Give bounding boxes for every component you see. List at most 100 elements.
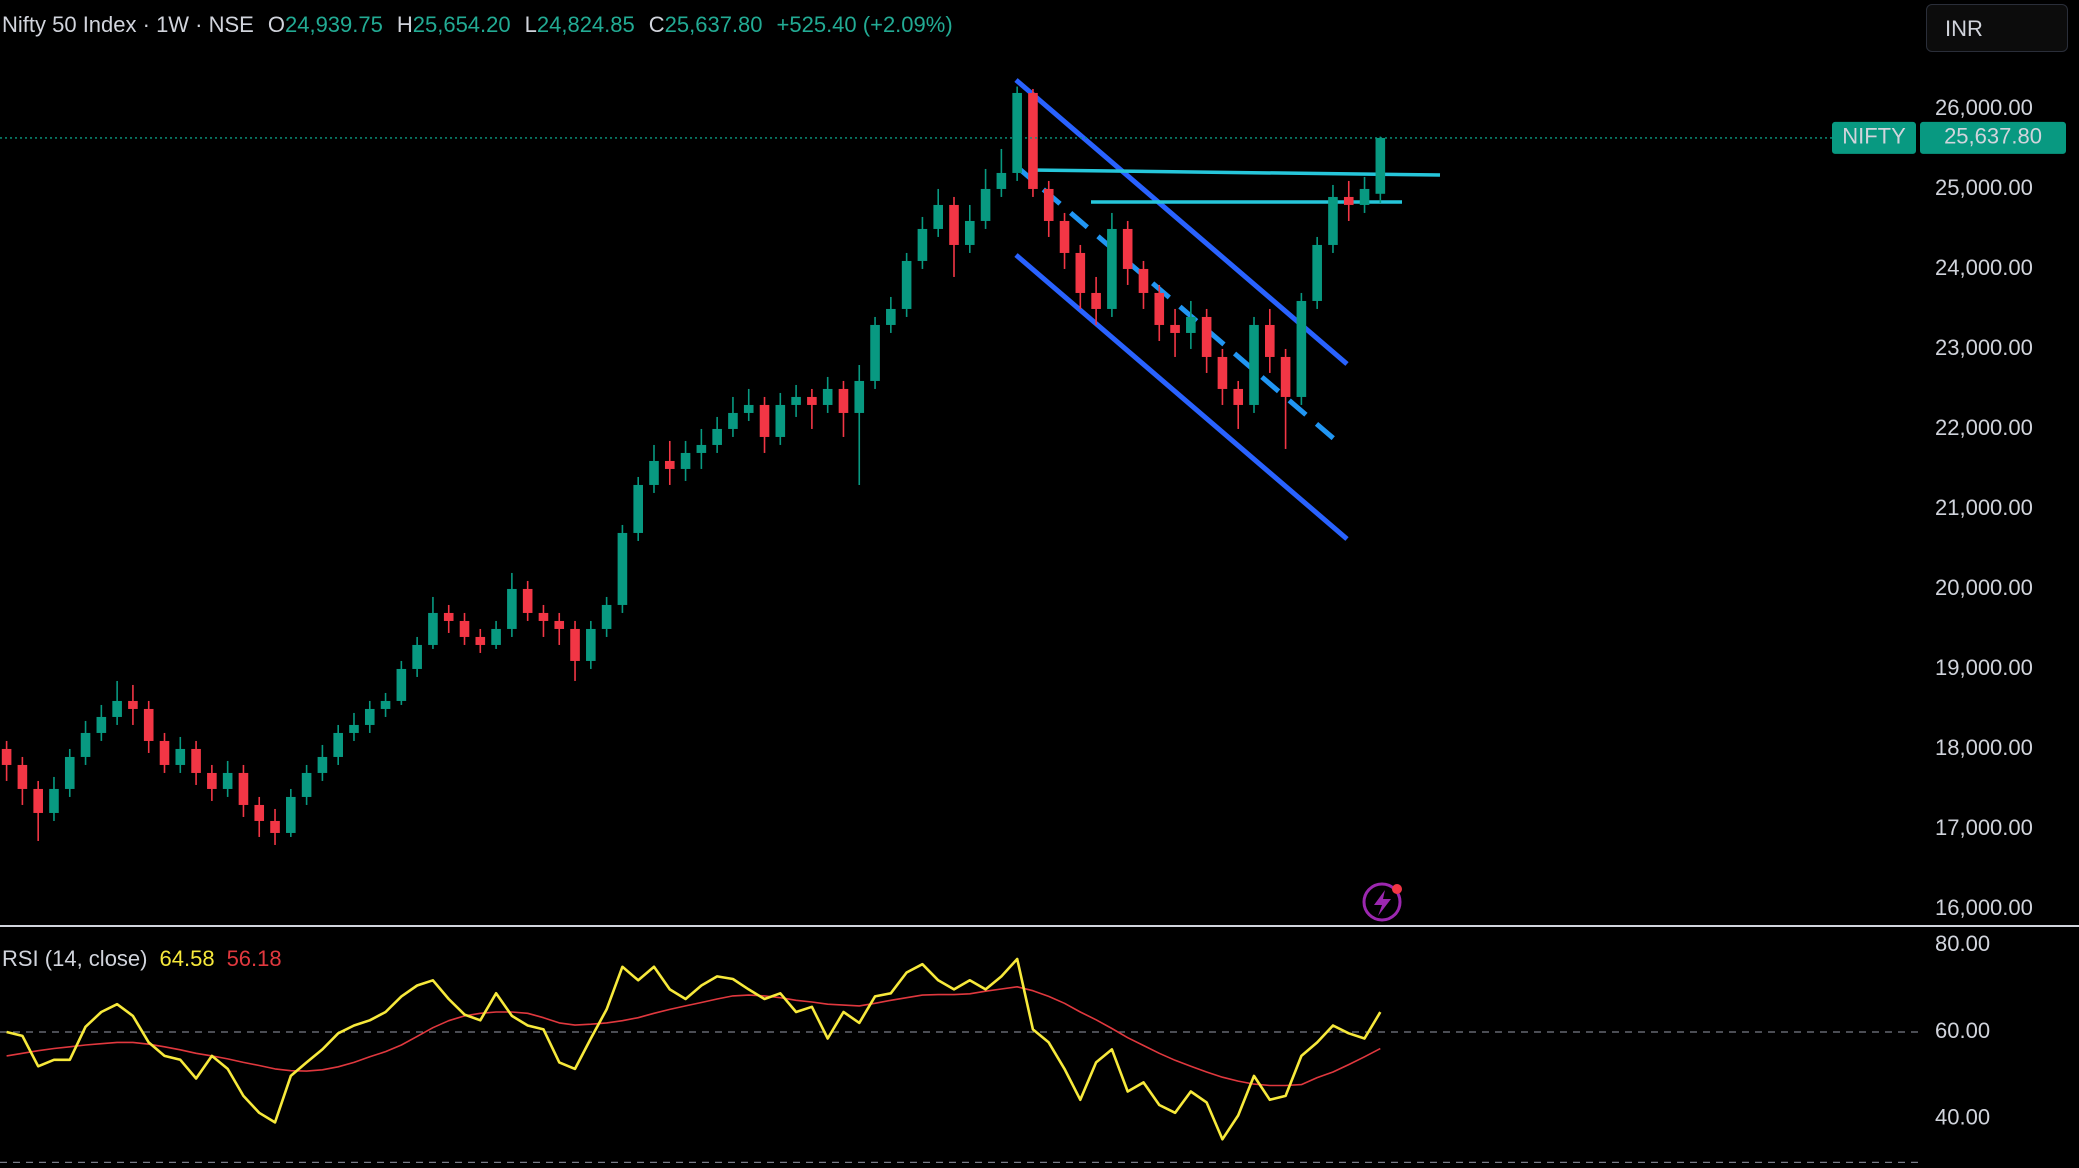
candle-body	[791, 396, 801, 405]
candle-body	[49, 788, 59, 813]
candle-body	[443, 612, 454, 621]
candle-body	[664, 460, 675, 469]
candle-body	[964, 220, 975, 245]
currency-button[interactable]: INR	[1926, 4, 2068, 52]
candle-body	[1233, 388, 1244, 405]
candle-body	[333, 732, 343, 757]
symbol-tag	[1832, 121, 1916, 154]
candle-body	[538, 612, 549, 621]
candle-body	[1170, 324, 1180, 333]
candle-body	[317, 756, 328, 773]
candle-body	[238, 772, 249, 805]
candle-body	[586, 628, 596, 661]
y-tick-label: 21,000.00	[1935, 495, 2033, 520]
ohlc-value: 25,637.80	[664, 12, 763, 37]
candle-body	[1265, 324, 1275, 357]
candle-body	[728, 412, 738, 429]
candle-body	[601, 604, 612, 629]
alert-icon[interactable]	[1362, 882, 1402, 922]
y-tick-label: 26,000.00	[1935, 95, 2033, 120]
candle-body	[933, 204, 944, 229]
candle-body	[759, 404, 770, 437]
y-tick-label: 22,000.00	[1935, 415, 2033, 440]
candle-body	[1328, 196, 1338, 245]
y-tick-label: 20,000.00	[1935, 575, 2033, 600]
candle-body	[680, 452, 691, 469]
candle-body	[1107, 228, 1117, 309]
candle-body	[1, 748, 12, 765]
candle-body	[917, 228, 928, 261]
change: +525.40 (+2.09%)	[776, 12, 953, 37]
candle-body	[1138, 268, 1149, 293]
candle-body	[949, 204, 959, 245]
y-tick-label: 23,000.00	[1935, 335, 2033, 360]
candle-body	[33, 788, 43, 813]
candle-body	[1217, 356, 1228, 389]
candle-body	[1280, 356, 1291, 397]
candle-body	[1375, 137, 1386, 194]
candle-body	[301, 772, 312, 797]
candle-body	[633, 484, 643, 533]
candle-body	[1249, 324, 1259, 405]
candle-body	[1201, 316, 1212, 357]
candle-body	[1059, 220, 1070, 253]
candle-body	[1043, 188, 1054, 221]
candle-body	[222, 772, 233, 789]
candle-body	[112, 700, 122, 717]
candle-body	[712, 428, 722, 445]
candle-body	[270, 820, 280, 833]
price-tag	[1920, 121, 2066, 154]
candle-body	[254, 804, 265, 821]
candle-body	[96, 716, 107, 733]
y-tick-label: 16,000.00	[1935, 895, 2033, 920]
candle-body	[554, 620, 565, 629]
y-tick-label: 19,000.00	[1935, 655, 2033, 680]
candle-body	[364, 708, 375, 725]
candle-body	[1186, 316, 1196, 333]
trend-line	[1014, 78, 1349, 366]
rsi-ma-line	[6, 986, 1381, 1087]
y-tick-label: 60.00	[1935, 1018, 1990, 1043]
candle-body	[1359, 188, 1370, 205]
candle-body	[191, 748, 201, 773]
symbol-header: Nifty 50 Index · 1W · NSE O24,939.75 H25,6…	[2, 12, 967, 38]
candle-body	[1012, 92, 1022, 173]
candle-body	[143, 708, 154, 741]
candle-body	[807, 396, 817, 405]
candle-body	[1296, 300, 1307, 397]
candle-body	[286, 796, 296, 833]
candle-body	[1343, 196, 1354, 205]
indicator-title[interactable]: RSI (14, close)	[2, 946, 148, 971]
candle-body	[649, 460, 659, 485]
candle-body	[64, 756, 75, 789]
rsi-line	[6, 957, 1382, 1141]
candle-body	[775, 404, 786, 437]
candle-body	[396, 668, 407, 701]
candle-body	[522, 588, 533, 613]
candle-body	[159, 740, 170, 765]
candle-body	[380, 700, 391, 709]
candle-body	[1075, 252, 1086, 293]
rsi-ma-value: 56.18	[226, 946, 282, 971]
trend-line-dashed	[1014, 164, 1342, 446]
candle-body	[80, 732, 91, 757]
candle-body	[901, 260, 912, 309]
ohlc-label: O	[267, 12, 285, 37]
y-tick-label: 17,000.00	[1935, 815, 2033, 840]
candle-body	[1122, 228, 1133, 269]
rsi-legend: RSI (14, close) 64.58 56.18	[2, 946, 294, 972]
candle-body	[980, 188, 991, 221]
candle-body	[854, 380, 865, 413]
candle-body	[886, 308, 896, 325]
candle-body	[491, 628, 501, 645]
ohlc-label: H	[396, 12, 413, 37]
candle-body	[349, 724, 359, 733]
ohlc-label: C	[648, 12, 665, 37]
candle-body	[696, 444, 707, 453]
candle-body	[428, 612, 438, 645]
candle-body	[1028, 92, 1038, 189]
price-tag-label: 25,637.80	[1944, 124, 2042, 149]
y-tick-label: 80.00	[1935, 931, 1990, 956]
ohlc-label: L	[524, 12, 537, 37]
symbol[interactable]: Nifty 50 Index · 1W · NSE	[2, 12, 254, 37]
